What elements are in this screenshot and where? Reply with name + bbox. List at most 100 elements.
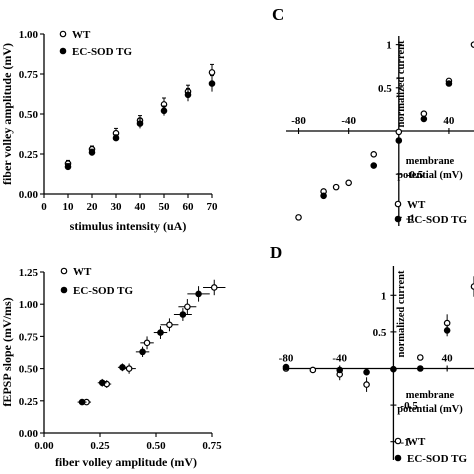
- x-axis-label-line: potential (mV): [397, 404, 463, 415]
- data-point-tg: [88, 149, 96, 156]
- legend-marker-tg: [394, 215, 402, 223]
- data-point-wt: [395, 128, 403, 136]
- panel-d-letter: D: [270, 243, 282, 262]
- y-tick-label: 0.25: [19, 149, 39, 161]
- x-tick-label: 10: [63, 201, 75, 213]
- legend-marker-wt: [60, 267, 68, 275]
- data-point-tg: [395, 137, 403, 144]
- legend-marker-tg: [59, 47, 67, 55]
- panel-d-chart: -80 -40 40 1 0.5 -0.5 -1 normalized current memb…: [279, 266, 474, 465]
- legend-marker-tg: [60, 286, 68, 294]
- y-tick-label: 0.50: [19, 109, 39, 121]
- data-point-tg: [390, 365, 397, 373]
- y-tick-label: 0.50: [19, 364, 39, 376]
- data-point-wt: [363, 381, 370, 388]
- x-tick-label: 0: [41, 201, 47, 213]
- data-point-tg: [208, 80, 216, 87]
- data-point-tg: [64, 163, 72, 171]
- y-tick-label: -1: [406, 212, 415, 224]
- data-point-tg: [443, 327, 451, 334]
- data-point-tg: [157, 329, 164, 336]
- data-point-tg: [98, 379, 106, 387]
- x-tick-label: 50: [159, 201, 171, 213]
- x-tick-label: 0.25: [90, 440, 110, 452]
- y-tick-label: 0.5: [378, 83, 392, 95]
- x-axis-label: stimulus intensity (uA): [70, 219, 187, 233]
- y-tick-label: 1: [381, 290, 387, 302]
- x-tick-label: 40: [135, 201, 147, 213]
- data-point-tg: [179, 311, 187, 318]
- x-tick-label: 20: [87, 201, 99, 213]
- y-tick-label: 0.75: [19, 69, 39, 81]
- data-point-tg: [420, 115, 428, 123]
- data-point-wt: [416, 354, 424, 361]
- y-axis-label: fEPSP slope (mV/ms): [0, 297, 14, 406]
- legend-label: WT: [72, 29, 91, 41]
- y-axis-label: fiber volley amplitude (mV): [0, 43, 14, 185]
- x-tick-label: 0.75: [202, 440, 222, 452]
- panel-c-letter: C: [272, 5, 284, 24]
- data-point-tg: [282, 363, 290, 371]
- data-point-wt: [125, 365, 133, 372]
- y-tick-label: 0.25: [19, 396, 39, 408]
- data-point-wt: [208, 69, 216, 76]
- x-tick-label: 40: [442, 352, 454, 364]
- x-tick-label: 70: [207, 201, 219, 213]
- data-point-wt: [210, 284, 218, 291]
- legend-label: WT: [407, 199, 426, 211]
- x-axis-label: membrane potential (mV): [397, 156, 463, 181]
- x-axis-label: membrane potential (mV): [397, 390, 463, 415]
- panel-a-chart: 0 10 20 30 40 50 60 70 0.00 0.25 0.50 0.75 1.00 stimu…: [0, 29, 218, 233]
- y-tick-label: -0.5: [406, 169, 424, 181]
- legend-label: EC-SOD TG: [407, 214, 467, 226]
- y-tick-label: 1.00: [19, 299, 39, 311]
- legend-label: WT: [73, 266, 92, 278]
- data-point-wt: [143, 339, 151, 347]
- x-tick-label: -80: [279, 352, 294, 364]
- y-tick-label: 0.75: [19, 331, 39, 343]
- y-axis-label: normalized current: [396, 40, 407, 127]
- data-point-tg: [112, 134, 120, 142]
- data-point-wt: [309, 366, 317, 374]
- legend-label: EC-SOD TG: [73, 285, 133, 297]
- data-point-wt: [370, 151, 378, 158]
- legend-label: EC-SOD TG: [72, 46, 132, 58]
- data-point-tg: [363, 368, 370, 376]
- x-tick-label: -80: [291, 115, 306, 127]
- data-point-tg: [445, 80, 453, 87]
- x-tick-label: 30: [111, 201, 123, 213]
- y-tick-label: 0.5: [373, 327, 387, 339]
- x-tick-label: -40: [332, 352, 347, 364]
- panel-c-chart: -80 -40 40 1 0.5 -0.5 -1 normalized current memb…: [286, 36, 474, 226]
- y-tick-label: 0.00: [19, 428, 39, 440]
- data-point-wt: [345, 179, 352, 187]
- legend-marker-wt: [59, 30, 67, 38]
- data-point-tg: [320, 192, 327, 200]
- x-tick-label: 0.00: [34, 440, 54, 452]
- data-point-wt: [166, 321, 173, 329]
- x-axis-label-line: membrane: [406, 156, 455, 167]
- data-point-tg: [370, 162, 378, 169]
- data-point-tg: [160, 107, 168, 115]
- panel-b-chart: 0.00 0.25 0.50 0.75 0.00 0.25 0.50 0.75 1.00 1.25…: [0, 266, 226, 469]
- data-point-wt: [295, 214, 302, 221]
- x-tick-label: 60: [183, 201, 195, 213]
- data-point-tg: [336, 366, 344, 374]
- data-point-tg: [195, 290, 202, 298]
- legend-marker-wt: [394, 437, 402, 445]
- x-tick-label: 0.50: [146, 440, 166, 452]
- data-point-tg: [78, 398, 86, 406]
- y-tick-label: -1: [400, 437, 409, 449]
- data-point-tg: [136, 120, 144, 127]
- y-axis-label: normalized current: [396, 270, 407, 357]
- y-tick-label: 1.25: [19, 267, 39, 279]
- data-point-tg: [139, 348, 146, 356]
- x-axis-label-line: potential (mV): [397, 170, 463, 181]
- data-point-tg: [184, 91, 192, 99]
- data-point-wt: [184, 303, 191, 311]
- legend-marker-wt: [394, 200, 402, 208]
- data-point-wt: [332, 183, 340, 191]
- x-tick-label: 40: [443, 115, 455, 127]
- x-tick-label: -40: [341, 115, 356, 127]
